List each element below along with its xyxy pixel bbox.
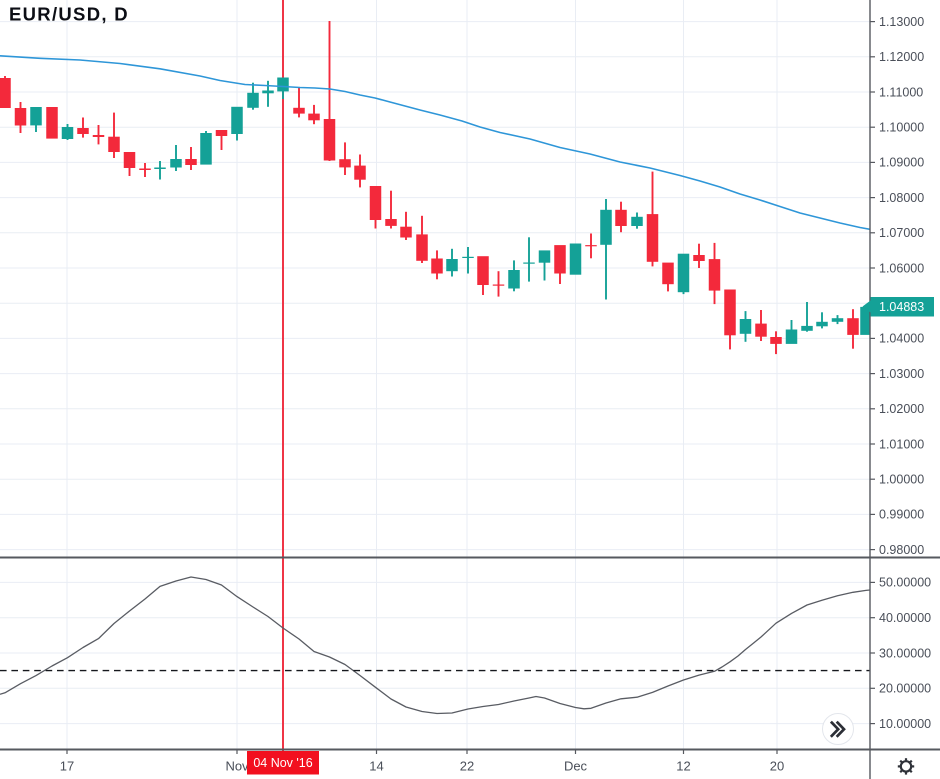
svg-text:30.00000: 30.00000 <box>879 646 931 660</box>
svg-text:Nov: Nov <box>225 759 249 774</box>
svg-text:1.11000: 1.11000 <box>879 85 923 99</box>
svg-text:20.00000: 20.00000 <box>879 682 931 696</box>
svg-text:1.07000: 1.07000 <box>879 226 924 240</box>
svg-text:10.00000: 10.00000 <box>879 717 931 731</box>
svg-text:1.02000: 1.02000 <box>879 402 924 416</box>
svg-text:1.08000: 1.08000 <box>879 191 924 205</box>
svg-text:12: 12 <box>676 759 690 774</box>
svg-text:22: 22 <box>460 759 474 774</box>
svg-text:40.00000: 40.00000 <box>879 611 931 625</box>
svg-text:1.04883: 1.04883 <box>879 300 924 314</box>
svg-text:50.00000: 50.00000 <box>879 576 931 590</box>
svg-text:1.09000: 1.09000 <box>879 156 924 170</box>
svg-text:1.10000: 1.10000 <box>879 121 924 135</box>
svg-text:1.06000: 1.06000 <box>879 261 924 275</box>
svg-text:04 Nov '16: 04 Nov '16 <box>253 756 312 770</box>
svg-text:0.99000: 0.99000 <box>879 508 924 522</box>
svg-text:20: 20 <box>770 759 784 774</box>
svg-text:17: 17 <box>60 759 74 774</box>
svg-text:0.98000: 0.98000 <box>879 543 924 557</box>
svg-text:Dec: Dec <box>564 759 588 774</box>
svg-text:14: 14 <box>369 759 383 774</box>
svg-text:1.13000: 1.13000 <box>879 15 924 29</box>
svg-text:1.00000: 1.00000 <box>879 473 924 487</box>
svg-text:1.12000: 1.12000 <box>879 50 924 64</box>
svg-text:1.04000: 1.04000 <box>879 332 924 346</box>
svg-text:1.01000: 1.01000 <box>879 437 924 451</box>
svg-text:1.03000: 1.03000 <box>879 367 924 381</box>
svg-text:EUR/USD, D: EUR/USD, D <box>9 4 129 25</box>
